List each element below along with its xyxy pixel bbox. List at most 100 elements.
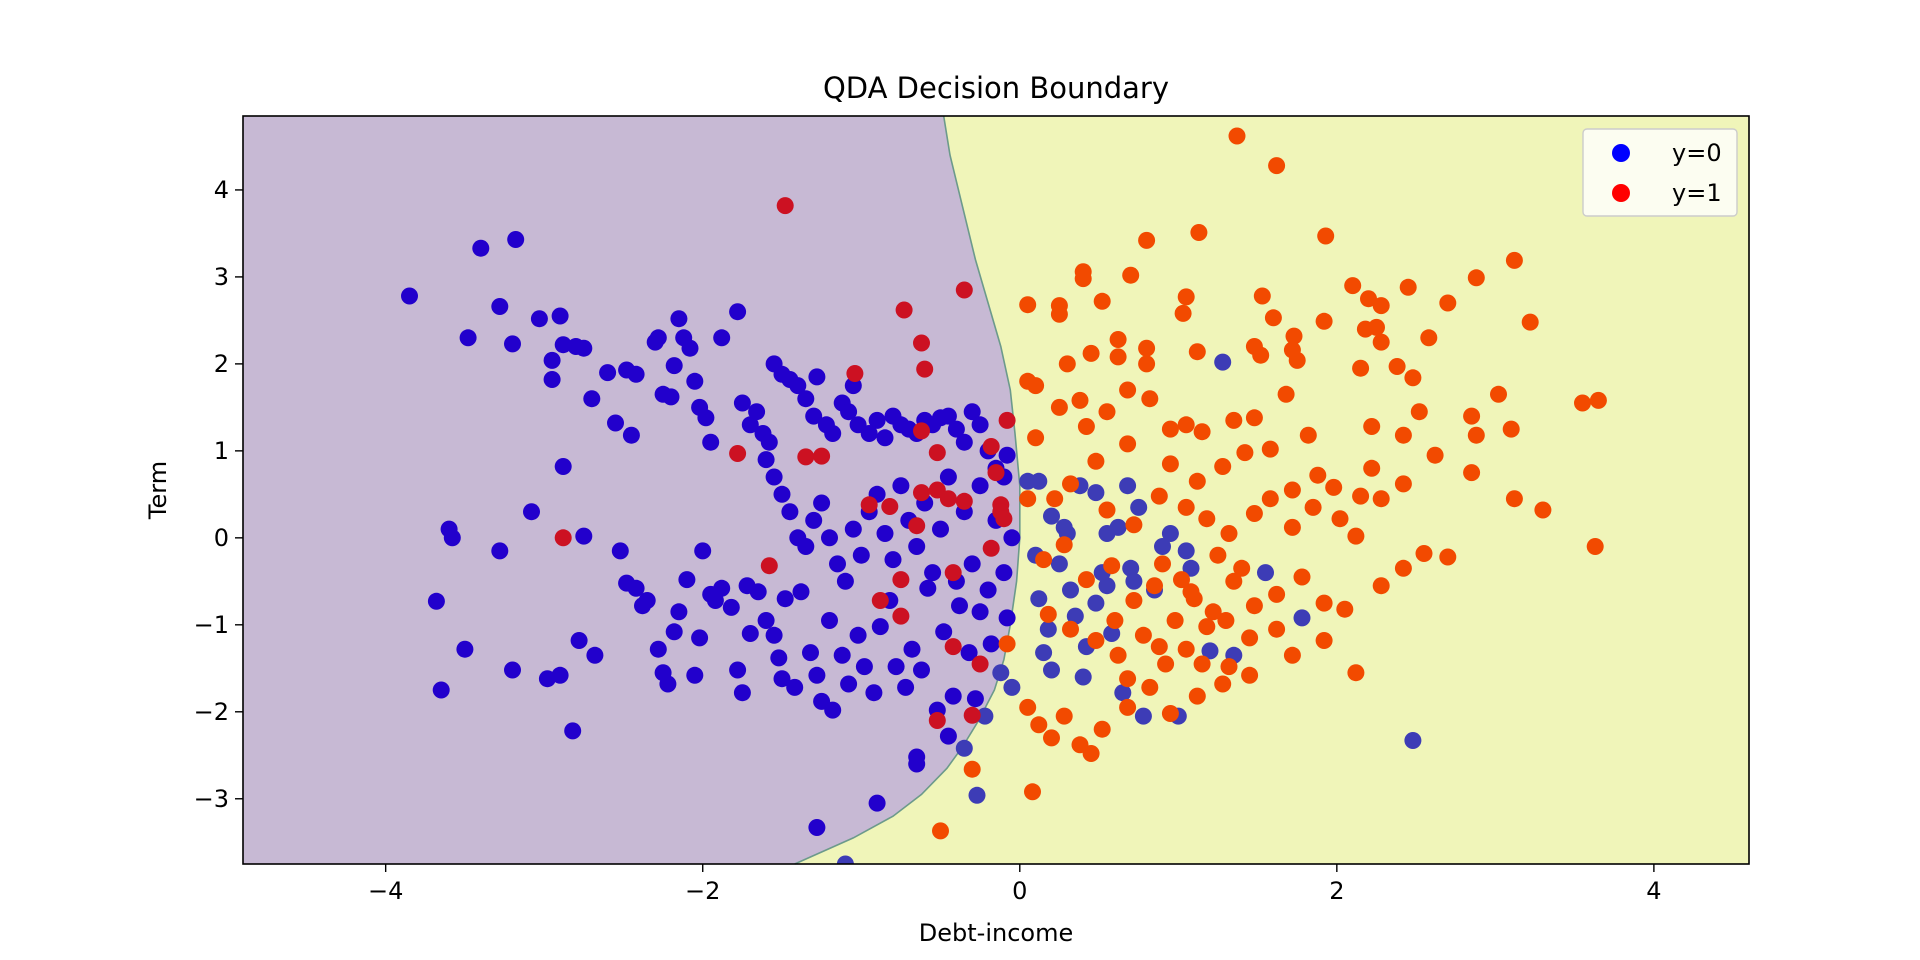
point-y1 — [1352, 359, 1370, 377]
point-y1 — [1119, 435, 1137, 453]
point-y0 — [797, 390, 815, 408]
point-y1 — [1214, 675, 1232, 693]
point-y0 — [649, 640, 667, 658]
point-y0 — [971, 603, 989, 621]
point-y1 — [1039, 605, 1057, 623]
point-y0 — [829, 555, 846, 573]
point-y0 — [932, 520, 949, 538]
point-y1 — [1283, 518, 1301, 536]
point-y1 — [1093, 720, 1111, 738]
point-y0 — [821, 529, 838, 547]
point-y0 — [792, 583, 810, 601]
point-y0 — [659, 675, 677, 693]
point-y0 — [733, 684, 751, 702]
point-y1 — [1174, 304, 1192, 322]
point-y1 — [1177, 416, 1195, 434]
point-y1 — [1245, 505, 1263, 522]
point-y0 — [543, 371, 561, 388]
point-y0 — [504, 335, 521, 353]
point-y0 — [665, 623, 683, 641]
point-y0 — [670, 603, 688, 621]
point-y1 — [1134, 626, 1152, 644]
point-y1 — [871, 592, 889, 609]
scatter-points — [401, 127, 1607, 864]
point-y1 — [1225, 411, 1243, 429]
point-y0 — [903, 640, 921, 658]
point-y1 — [1141, 390, 1159, 408]
point-y1 — [1426, 446, 1444, 464]
point-y1 — [1161, 420, 1179, 438]
left-region — [243, 116, 1020, 864]
point-y0 — [786, 678, 804, 696]
point-y1 — [982, 539, 1000, 557]
point-y0 — [1119, 477, 1137, 495]
point-y0 — [852, 546, 870, 564]
point-y1 — [1150, 487, 1168, 505]
point-y0 — [1043, 661, 1060, 679]
point-y0 — [662, 388, 680, 406]
point-y0 — [982, 635, 1000, 653]
point-y1 — [1098, 501, 1116, 519]
point-y0 — [702, 433, 720, 451]
point-y1 — [1050, 398, 1068, 416]
point-y0 — [1177, 542, 1195, 560]
point-y1 — [913, 484, 930, 502]
point-y1 — [1177, 288, 1195, 306]
point-y0 — [564, 722, 582, 740]
point-y1 — [1209, 546, 1227, 564]
point-y1 — [1058, 355, 1076, 373]
point-y1 — [1264, 309, 1282, 327]
point-y0 — [697, 409, 715, 427]
point-y1 — [760, 557, 778, 575]
point-y0 — [1114, 684, 1132, 702]
point-y1 — [1177, 498, 1195, 516]
point-y1 — [971, 655, 989, 673]
point-y1 — [1245, 409, 1263, 427]
y-tick-label: −3 — [194, 785, 229, 813]
point-y0 — [892, 477, 910, 495]
point-y1 — [1261, 440, 1279, 458]
point-y0 — [1293, 609, 1311, 627]
point-y0 — [855, 658, 873, 676]
point-y1 — [1185, 590, 1203, 608]
point-y1 — [1325, 478, 1343, 496]
point-y1 — [554, 529, 572, 547]
point-y0 — [1003, 678, 1021, 696]
point-y1 — [1586, 538, 1604, 555]
point-y1 — [939, 490, 957, 508]
point-y0 — [971, 477, 989, 495]
point-y0 — [1130, 498, 1148, 516]
point-y1 — [1589, 391, 1607, 409]
point-y0 — [741, 625, 759, 642]
point-y1 — [1166, 612, 1184, 629]
point-y1 — [1388, 358, 1406, 375]
point-y0 — [586, 646, 604, 664]
point-y0 — [781, 503, 799, 521]
point-y1 — [1225, 572, 1243, 590]
point-y0 — [955, 739, 973, 757]
point-y0 — [554, 336, 572, 354]
y-tick-label: −2 — [194, 698, 229, 726]
point-y1 — [1241, 629, 1259, 647]
point-y1 — [908, 517, 926, 535]
point-y1 — [1372, 297, 1390, 315]
point-y0 — [757, 612, 775, 629]
point-y1 — [1125, 592, 1143, 609]
point-y0 — [622, 426, 640, 444]
point-y1 — [1315, 632, 1333, 649]
legend: y=0 y=1 — [1582, 128, 1738, 217]
point-y0 — [939, 407, 957, 425]
point-y1 — [1161, 455, 1179, 473]
point-y1 — [1109, 348, 1127, 366]
point-y1 — [1119, 698, 1137, 716]
point-y1 — [1204, 603, 1222, 621]
point-y0 — [543, 351, 561, 369]
point-y1 — [1317, 227, 1335, 245]
point-y0 — [401, 287, 418, 305]
point-y0 — [570, 632, 588, 649]
point-y0 — [844, 520, 862, 538]
point-y0 — [1122, 559, 1140, 577]
point-y1 — [1315, 594, 1333, 612]
point-y0 — [833, 646, 851, 664]
